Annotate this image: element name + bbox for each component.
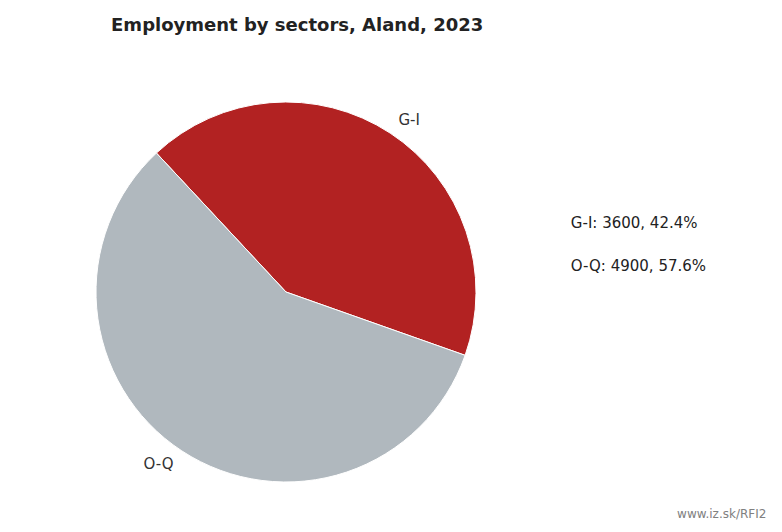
html-text:O-Q: 4900, 57.6%: O-Q: 4900, 57.6% — [570, 257, 706, 275]
html-text:G-I: 3600, 42.4%: G-I: 3600, 42.4% — [570, 214, 698, 233]
svg-text:O-Q: O-Q — [144, 455, 174, 473]
html-text:Employment by sectors, Aland,: Employment by sectors, Aland, 2023 — [111, 14, 484, 35]
svg-text:G-I: G-I — [398, 111, 419, 129]
html-text:www.iz.sk/RFI2: www.iz.sk/RFI2 — [677, 507, 767, 522]
